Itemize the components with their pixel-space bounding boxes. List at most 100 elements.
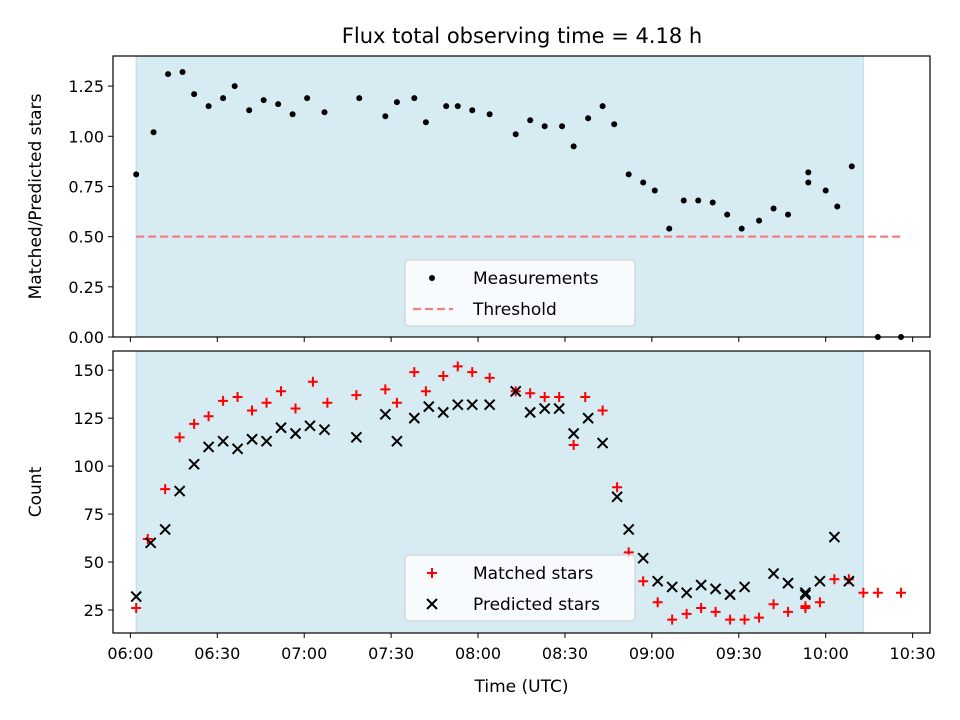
measurement-point — [848, 163, 855, 170]
matched-stars-point — [351, 390, 362, 401]
measurement-point — [527, 117, 534, 124]
matched-stars-point — [612, 482, 623, 493]
matched-stars-point — [438, 370, 449, 381]
predicted-stars-point — [260, 435, 273, 447]
bottom-y-tick-label: 150 — [73, 361, 104, 380]
measurement-point — [756, 217, 763, 224]
predicted-stars-point — [567, 427, 580, 440]
measurement-point — [133, 171, 140, 178]
top-y-tick-label: 0.50 — [68, 228, 104, 247]
matched-stars-point — [322, 397, 333, 408]
x-tick-label: 06:00 — [107, 644, 153, 663]
x-tick-label: 08:00 — [455, 644, 501, 663]
predicted-stars-point — [318, 423, 331, 436]
top-axes-frame — [112, 55, 931, 338]
top-y-tick-label: 0.00 — [68, 328, 104, 347]
matched-stars-point — [539, 392, 550, 403]
bottom-y-axis-label: Count — [26, 466, 46, 517]
measurement-point — [165, 71, 172, 78]
measurement-point — [822, 187, 829, 194]
x-tick-label: 08:30 — [542, 644, 588, 663]
bottom-y-tick-label: 125 — [73, 409, 104, 428]
predicted-stars-point — [843, 575, 855, 587]
predicted-stars-point — [391, 435, 403, 447]
matched-stars-point — [768, 599, 779, 610]
predicted-stars-point — [350, 431, 363, 444]
matched-stars-point — [189, 418, 200, 429]
matched-stars-point — [203, 411, 214, 422]
matched-stars-point — [160, 484, 171, 495]
matched-stars-point — [380, 384, 391, 395]
measurement-point — [393, 99, 400, 106]
matched-stars-point — [710, 606, 721, 617]
x-tick-label: 07:00 — [281, 644, 327, 663]
matched-stars-point — [290, 403, 301, 414]
measurement-point — [231, 83, 238, 90]
measurement-point — [275, 101, 282, 108]
matched-stars-point — [276, 386, 287, 397]
predicted-stars-point — [724, 588, 736, 601]
measurement-point — [559, 123, 566, 130]
predicted-stars-point — [188, 458, 200, 470]
measurement-point — [738, 225, 745, 232]
predicted-stars-point — [483, 399, 496, 411]
predicted-stars-point — [159, 523, 171, 536]
matched-stars-point — [739, 614, 750, 625]
measurement-point — [205, 103, 212, 110]
predicted-stars-point — [799, 588, 812, 601]
bottom-axes-frame — [112, 350, 931, 634]
x-tick-label: 06:30 — [194, 644, 240, 663]
predicted-stars-point — [828, 531, 841, 543]
bottom-y-tick-label: 25 — [84, 601, 104, 620]
measurement-point — [179, 69, 186, 76]
matched-stars-point — [783, 606, 794, 617]
matched-stars-point — [896, 587, 907, 598]
measurement-point — [150, 129, 157, 136]
predicted-stars-point — [452, 399, 464, 411]
matched-stars-point — [667, 614, 678, 625]
bottom-panel: 25 50 75 100 125 150 06:00 06:30 07:00 07:30 08:00… — [26, 350, 936, 697]
matched-stars-point — [525, 388, 536, 399]
predicted-stars-point — [709, 583, 722, 595]
matched-stars-point — [391, 397, 402, 408]
predicted-stars-point — [799, 587, 812, 599]
measurement-point — [422, 119, 429, 126]
measurement-point — [585, 115, 592, 122]
measurement-point — [289, 111, 296, 118]
predicted-stars-point — [289, 427, 302, 440]
bottom-y-tick-label: 50 — [84, 553, 104, 572]
predicted-stars-point — [173, 485, 186, 497]
predicted-stars-point — [408, 412, 421, 424]
predicted-stars-point — [637, 552, 649, 564]
matched-stars-point — [872, 587, 883, 598]
predicted-stars-point — [217, 435, 229, 447]
predicted-stars-point — [814, 575, 826, 587]
top-legend-label: Threshold — [472, 300, 557, 320]
top-y-tick-label: 0.75 — [68, 177, 104, 196]
bottom-legend-label: Predicted stars — [473, 595, 600, 615]
measurement-point — [260, 97, 267, 104]
matched-stars-point — [814, 597, 825, 608]
measurement-point — [246, 107, 253, 114]
predicted-stars-point — [524, 406, 536, 419]
measurement-point — [834, 203, 841, 210]
predicted-stars-point — [231, 443, 244, 455]
top-y-tick-label: 0.25 — [68, 278, 104, 297]
predicted-stars-point — [582, 412, 594, 424]
matched-stars-point — [232, 392, 243, 403]
matched-stars-point — [131, 603, 142, 614]
predicted-stars-point — [275, 422, 287, 434]
measurement-point — [411, 95, 418, 102]
matched-stars-point — [580, 392, 591, 403]
top-y-axis-label: Matched/Predicted stars — [26, 93, 46, 299]
top-y-tick-label: 1.25 — [68, 77, 104, 96]
predicted-stars-point — [611, 491, 623, 503]
predicted-stars-point — [379, 408, 392, 421]
bottom-legend-label: Matched stars — [473, 564, 593, 584]
measurement-point — [541, 123, 548, 130]
measurement-point — [486, 111, 493, 118]
matched-stars-point — [754, 612, 765, 623]
measurement-point — [770, 205, 777, 212]
measurement-point — [625, 171, 632, 178]
matched-stars-point — [638, 576, 649, 587]
